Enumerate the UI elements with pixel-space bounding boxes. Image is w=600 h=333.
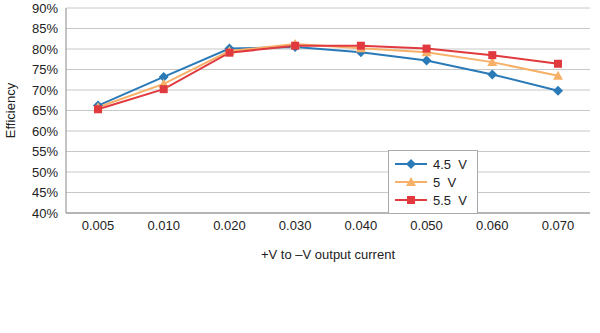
svg-text:80%: 80% [32, 42, 58, 57]
html-text:5 V: 5 V [433, 174, 457, 190]
svg-text:60%: 60% [32, 124, 58, 139]
svg-text:0.060: 0.060 [476, 218, 509, 233]
svg-text:50%: 50% [32, 165, 58, 180]
svg-text:75%: 75% [32, 62, 58, 77]
svg-text:0.030: 0.030 [279, 218, 312, 233]
svg-text:0.050: 0.050 [410, 218, 443, 233]
svg-text:0.020: 0.020 [213, 218, 246, 233]
svg-text:40%: 40% [32, 206, 58, 221]
svg-text:55%: 55% [32, 144, 58, 159]
svg-text:90%: 90% [32, 1, 58, 16]
svg-text:+V to –V output current: +V to –V output current [261, 247, 395, 262]
svg-text:0.070: 0.070 [542, 218, 575, 233]
svg-text:0.005: 0.005 [82, 218, 115, 233]
svg-text:70%: 70% [32, 83, 58, 98]
svg-text:Efficiency: Efficiency [8, 82, 18, 138]
svg-text:0.040: 0.040 [345, 218, 378, 233]
svg-text:0.010: 0.010 [147, 218, 180, 233]
svg-text:65%: 65% [32, 103, 58, 118]
svg-text:45%: 45% [32, 185, 58, 200]
html-text:4.5 V: 4.5 V [433, 156, 467, 172]
html-text:5.5 V: 5.5 V [433, 192, 467, 208]
svg-text:85%: 85% [32, 21, 58, 36]
